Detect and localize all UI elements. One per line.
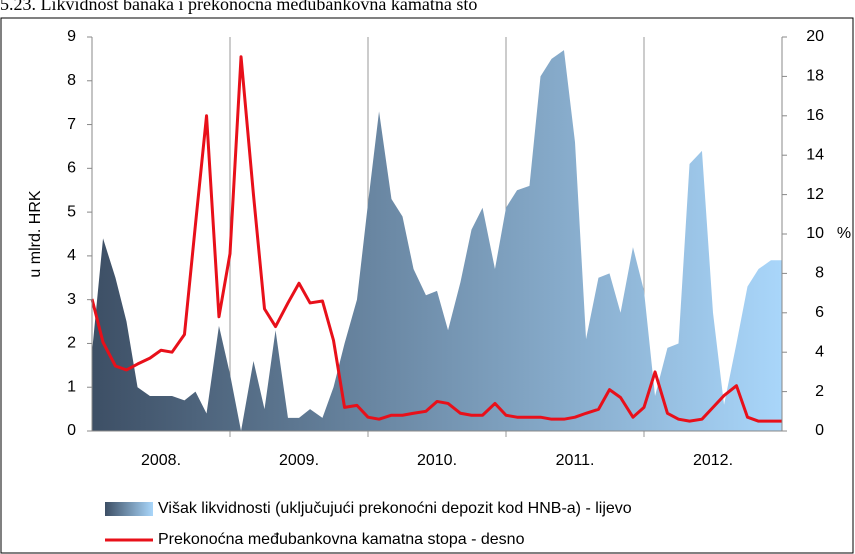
y-tick-label: 2 [67, 335, 76, 352]
y-tick-label: 5 [67, 203, 76, 220]
y-tick-label: 0 [67, 422, 76, 439]
y-axis-label: u mlrd. HRK [27, 190, 44, 277]
y-tick-label: 1 [67, 378, 76, 395]
y2-tick-label: 16 [806, 107, 824, 124]
x-tick-label: 2012. [693, 452, 733, 469]
legend-swatch [105, 502, 153, 516]
x-tick-label: 2008. [141, 452, 181, 469]
x-tick-label: 2009. [279, 452, 319, 469]
legend-label: Prekonoćna međubankovna kamatna stopa - … [158, 531, 525, 548]
legend-label: Višak likvidnosti (uključujući prekonoćn… [158, 500, 632, 517]
y2-tick-label: 4 [815, 343, 824, 360]
chart-title: 5.23. Likvidnost banaka i prekonoćna međ… [0, 0, 477, 14]
y2-tick-label: 8 [815, 265, 824, 282]
y-tick-label: 7 [67, 116, 76, 133]
y-tick-label: 8 [67, 72, 76, 89]
x-tick-label: 2011. [556, 452, 595, 469]
y2-axis-label: % [837, 225, 851, 242]
line [90, 55, 782, 423]
frame [0, 17, 854, 554]
y-tick-label: 6 [67, 160, 76, 177]
y2-tick-label: 20 [806, 28, 824, 45]
y-tick-label: 4 [67, 247, 76, 264]
x-tick-label: 2010. [417, 452, 457, 469]
area [92, 50, 782, 432]
y2-tick-label: 14 [806, 146, 824, 163]
y2-tick-label: 12 [806, 186, 824, 203]
y-tick-label: 3 [67, 291, 76, 308]
y-tick-label: 9 [67, 28, 76, 45]
y2-tick-label: 18 [806, 68, 824, 85]
y2-tick-label: 10 [806, 225, 824, 242]
y2-tick-label: 6 [815, 304, 824, 321]
y2-tick-label: 2 [815, 383, 824, 400]
y2-tick-label: 0 [815, 422, 824, 439]
